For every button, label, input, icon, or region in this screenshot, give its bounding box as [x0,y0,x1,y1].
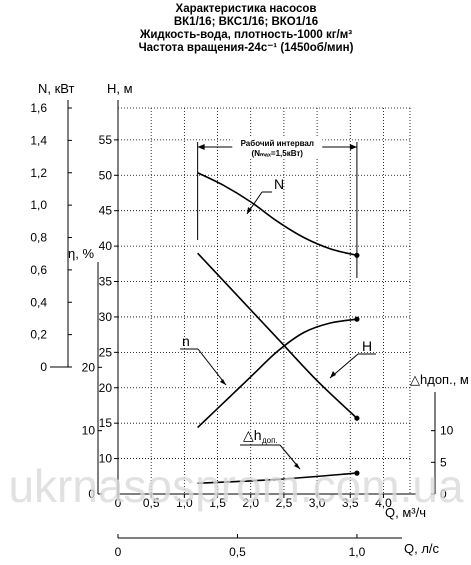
power-axis-label: N, кВт [38,81,75,96]
series-npsh-end-point [354,470,360,476]
curve-labels: N Hn △h доп. [180,176,376,470]
working-range: Рабочий интервал(Nₘₐₓ=1,5кВт) [197,137,358,278]
label-n: n [182,333,190,349]
power-tick-label: 1,2 [30,166,47,180]
head-tick-label: 50 [99,168,113,182]
head-tick-label: 55 [99,133,113,147]
power-tick-label: 1,0 [30,198,47,212]
series-efficiency-line [197,318,358,429]
x-tick-label: 3,5 [342,496,359,510]
label-npsh: △h [243,427,262,443]
series-head-line [197,252,358,419]
head-tick-label: 40 [99,239,113,253]
npsh-tick-label: 5 [440,455,447,469]
x-secondary-axis-label: Q, л/с [404,541,440,556]
label-n-arrow [220,379,226,385]
range-arrow-head-right [349,144,357,150]
x-axis-label: Q, м³/ч [385,505,426,520]
head-tick-label: 15 [99,416,113,430]
label-H-arrow [330,371,336,378]
watermark: ukrnasosprom.com.ua [8,460,463,512]
range-label-bg [232,137,323,157]
axes [50,100,436,539]
label-N-arrow [247,207,252,214]
series-power-line [197,172,358,257]
series-head-end-point [354,415,360,421]
eff-tick-label: 10 [82,424,96,438]
label-n-leader [197,348,227,386]
series-npsh-line [197,472,357,485]
eff-tick-label: 20 [82,360,96,374]
x-tick-label: 3,0 [309,496,326,510]
label-H: H [362,338,372,354]
power-tick-label: 1,6 [30,101,47,115]
x-tick-label: 2,5 [276,496,293,510]
x-tick-label: 1,0 [176,496,193,510]
power-tick-label: 1,4 [30,133,47,147]
x-tick-label: 1,5 [209,496,226,510]
npsh-axis-label: △hдоп., м [410,372,469,387]
efficiency-axis-label: η, % [68,246,94,261]
label-npsh-arrow [294,463,300,469]
title-line-4: Частота вращения-24с⁻¹ (1450об/мин) [139,42,354,54]
grid [118,107,411,494]
series-efficiency-end-point [354,316,360,322]
power-tick-label: 0,4 [30,295,47,309]
series-power-end-point [354,252,360,258]
range-arrow-head-left [197,144,205,150]
head-tick-label: 25 [99,345,113,359]
head-tick-label: 45 [99,204,113,218]
title-line-1: Характеристика насосов [176,3,317,15]
power-tick-label: 0,8 [30,231,47,245]
range-sublabel: (Nₘₐₓ=1,5кВт) [252,149,304,158]
x2-tick-label: 0 [115,545,122,559]
npsh-tick-label: 0 [440,487,447,501]
head-tick-label: 35 [99,275,113,289]
x2-tick-label: 1,0 [349,545,366,559]
label-npsh-sub: доп. [262,436,278,445]
x-tick-label: 0,5 [143,496,160,510]
head-axis-label: H, м [107,81,133,96]
x-tick-label: 0 [115,496,122,510]
range-label: Рабочий интервал [241,139,314,148]
tick-labels: 0 0,5 1,0 1,5 2,0 2,5 3,0 3,5 4,00 0,5 1,010152025… [30,101,453,559]
label-N: N [274,176,284,192]
series [197,172,360,485]
title-line-3: Жидкость-вода, плотность-1000 кг/м³ [139,29,352,41]
power-tick-label: 0 [40,360,47,374]
power-tick-label: 0,2 [30,328,47,342]
npsh-tick-label: 10 [440,424,454,438]
eff-tick-label: 0 [88,487,95,501]
power-tick-label: 0,6 [30,263,47,277]
title-line-2: ВК1/16; ВКС1/16; ВКО1/16 [174,16,318,28]
x-tick-label: 4,0 [375,496,392,510]
head-tick-label: 30 [99,310,113,324]
chart-title: Характеристика насосов ВК1/16; ВКС1/16; … [139,3,354,54]
head-tick-label: 10 [99,452,113,466]
x2-tick-label: 0,5 [229,545,246,559]
x-tick-label: 2,0 [242,496,259,510]
head-tick-label: 20 [99,381,113,395]
